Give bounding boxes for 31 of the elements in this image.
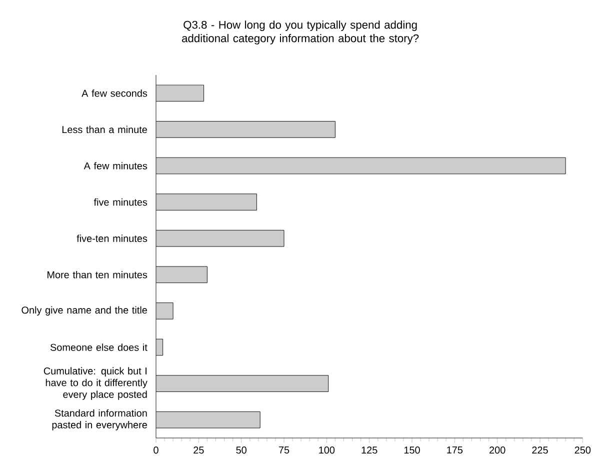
bar (156, 302, 174, 320)
x-tick-label: 75 (278, 446, 290, 454)
y-tick-label: Less than a minute (62, 126, 147, 134)
y-tick-label: Standard information pasted in everywhere (52, 409, 147, 430)
y-tick-label: More than ten minutes (48, 270, 148, 278)
bar (156, 157, 566, 174)
x-tick-label: 25 (194, 446, 204, 454)
x-tick-label: 50 (236, 446, 246, 454)
x-tick-label: 0 (154, 446, 158, 454)
bar (156, 266, 208, 284)
bar (156, 121, 336, 138)
y-tick-label: five minutes (94, 198, 148, 206)
bar (156, 84, 204, 102)
bar (156, 375, 329, 392)
x-tick-label: 225 (532, 446, 548, 454)
chart-title: Q3.8 - How long do you typically spend adding additional category information about the story? (182, 20, 419, 44)
y-tick-label: Cumulative: quick but I have to do it differently every place posted (44, 367, 148, 400)
x-tick-label: 175 (447, 446, 463, 454)
x-tick-label: 200 (490, 446, 506, 454)
bar (156, 411, 260, 428)
y-tick-label: A few seconds (82, 89, 148, 97)
x-tick-label: 125 (362, 446, 378, 454)
x-tick-label: 250 (574, 446, 591, 454)
bar (156, 230, 284, 247)
bar (156, 194, 257, 210)
y-tick-label: Only give name and the title (22, 306, 147, 316)
y-tick-label: five-ten minutes (76, 234, 148, 242)
y-tick-label: Someone else does it (50, 344, 148, 351)
y-tick-label: A few minutes (84, 162, 148, 170)
x-tick-label: 150 (404, 446, 420, 454)
x-tick-label: 100 (319, 446, 335, 454)
